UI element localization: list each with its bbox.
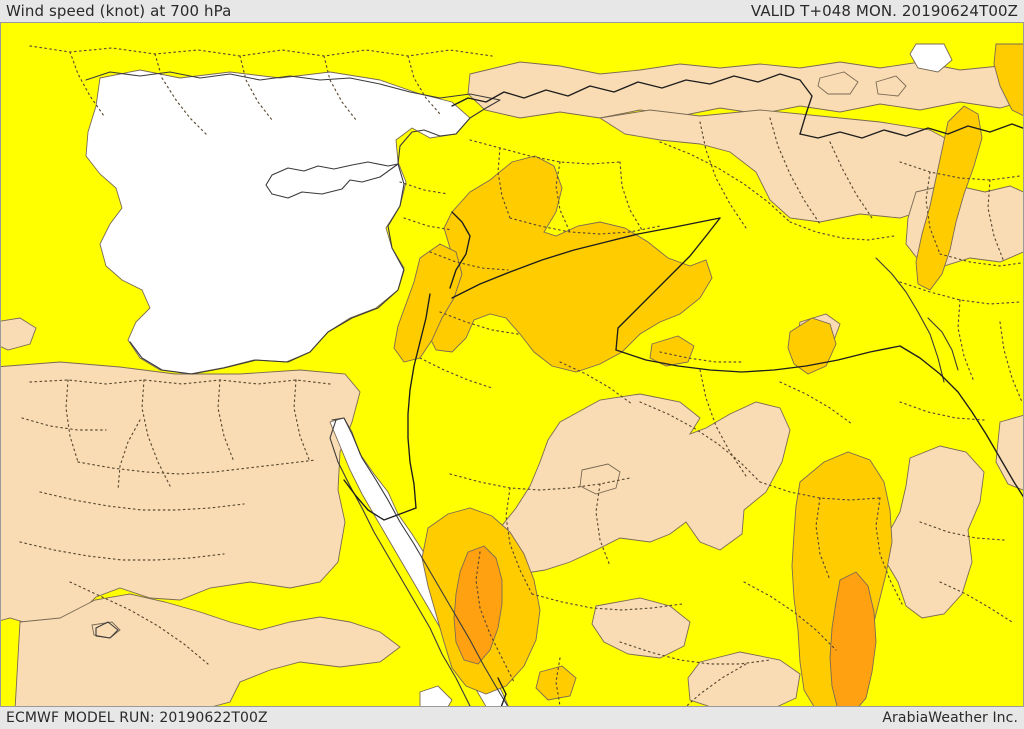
page-title: Wind speed (knot) at 700 hPa (6, 2, 232, 20)
model-run-label: ECMWF MODEL RUN: 20190622T00Z (6, 710, 268, 726)
wind-speed-contour-plot (0, 22, 1024, 707)
map-canvas[interactable] (0, 22, 1024, 707)
coastline-layer (85, 71, 959, 707)
international-borders-layer (343, 73, 1024, 707)
valid-time-label: VALID T+048 MON. 20190624T00Z (750, 2, 1018, 20)
header-bar: Wind speed (knot) at 700 hPa VALID T+048… (0, 0, 1024, 22)
fill-level-low (0, 61, 1024, 707)
footer-bar: ECMWF MODEL RUN: 20190622T00Z ArabiaWeat… (0, 707, 1024, 729)
administrative-borders-layer (19, 45, 1024, 707)
brand-label: ArabiaWeather Inc. (882, 710, 1018, 726)
